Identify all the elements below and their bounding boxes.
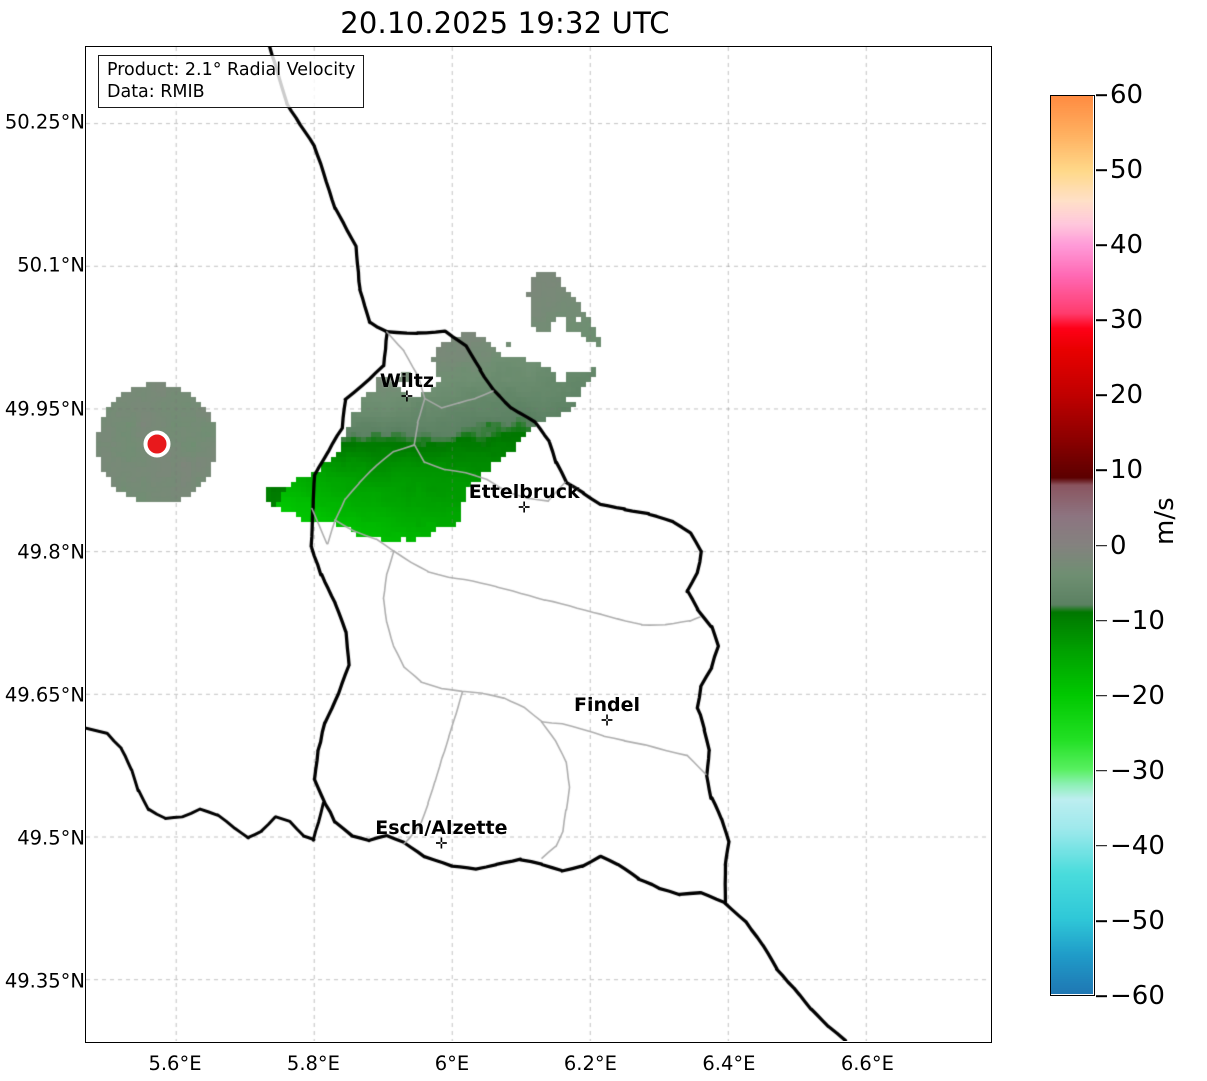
product-info-box: Product: 2.1° Radial Velocity Data: RMIB: [98, 55, 365, 109]
data-source-label: Data: RMIB: [107, 82, 205, 103]
colorbar-tick: [1096, 544, 1107, 547]
colorbar-tick-label: −50: [1110, 905, 1165, 936]
longitude-tick-label: 6°E: [434, 1052, 470, 1075]
city-marker-icon: ✛: [435, 834, 448, 853]
latitude-tick-label: 50.25°N: [4, 110, 85, 134]
colorbar-tick: [1096, 169, 1107, 171]
city-label: Ettelbruck: [468, 481, 580, 504]
longitude-tick-label: 6.4°E: [702, 1052, 756, 1075]
city-label: Esch/Alzette: [375, 817, 508, 840]
colorbar-tick-label: −30: [1110, 755, 1165, 786]
radar-site-marker[interactable]: [143, 430, 171, 458]
city-marker-icon: ✛: [517, 498, 531, 517]
colorbar-unit-label: m/s: [1150, 497, 1180, 545]
colorbar-tick: [1096, 995, 1107, 997]
colorbar-tick-label: 30: [1110, 305, 1144, 336]
colorbar-tick: [1096, 94, 1107, 96]
product-label: Product: 2.1° Radial Velocity: [107, 60, 356, 80]
colorbar-tick: [1096, 769, 1107, 772]
colorbar-tick-label: −60: [1110, 981, 1165, 1011]
city-label: Findel: [573, 693, 641, 716]
colorbar-tick: [1096, 694, 1107, 697]
colorbar-tick-label: 10: [1110, 455, 1144, 486]
colorbar-tick: [1096, 845, 1107, 847]
colorbar-tick: [1096, 920, 1107, 922]
colorbar-tick: [1096, 469, 1107, 472]
longitude-tick-label: 6.6°E: [840, 1052, 894, 1075]
colorbar-tick-label: −10: [1110, 605, 1165, 636]
latitude-tick-label: 50.1°N: [17, 253, 85, 277]
colorbar-tick-label: 20: [1110, 380, 1144, 411]
latitude-tick-label: 49.65°N: [4, 683, 85, 707]
longitude-tick-label: 5.8°E: [286, 1052, 341, 1075]
colorbar-tick-label: 40: [1110, 230, 1144, 261]
latitude-tick-label: 49.35°N: [4, 969, 85, 993]
colorbar: [1050, 95, 1095, 996]
latitude-tick-label: 49.8°N: [17, 540, 85, 564]
page-title: 20.10.2025 19:32 UTC: [340, 6, 670, 40]
colorbar-tick-label: −20: [1110, 680, 1165, 711]
colorbar-tick: [1096, 619, 1107, 622]
colorbar-tick-label: 50: [1110, 155, 1144, 186]
city-label: Wiltz: [379, 370, 434, 393]
latitude-tick-label: 49.95°N: [4, 397, 85, 421]
colorbar-tick-label: 60: [1110, 80, 1144, 110]
radar-plot-area[interactable]: Product: 2.1° Radial Velocity Data: RMIB…: [85, 46, 992, 1043]
colorbar-gradient: [1051, 96, 1093, 994]
city-marker-icon: ✛: [600, 711, 614, 730]
longitude-tick-label: 6.2°E: [563, 1052, 617, 1075]
colorbar-tick-label: 0: [1110, 530, 1127, 561]
city-marker-icon: ✛: [400, 387, 414, 406]
colorbar-tick: [1096, 244, 1107, 246]
longitude-tick-label: 5.6°E: [148, 1052, 202, 1075]
latitude-tick-label: 49.5°N: [17, 826, 85, 850]
colorbar-tick: [1096, 394, 1107, 397]
map-borders-overlay: [86, 47, 990, 1041]
colorbar-tick: [1096, 319, 1107, 322]
colorbar-tick-label: −40: [1110, 830, 1165, 861]
